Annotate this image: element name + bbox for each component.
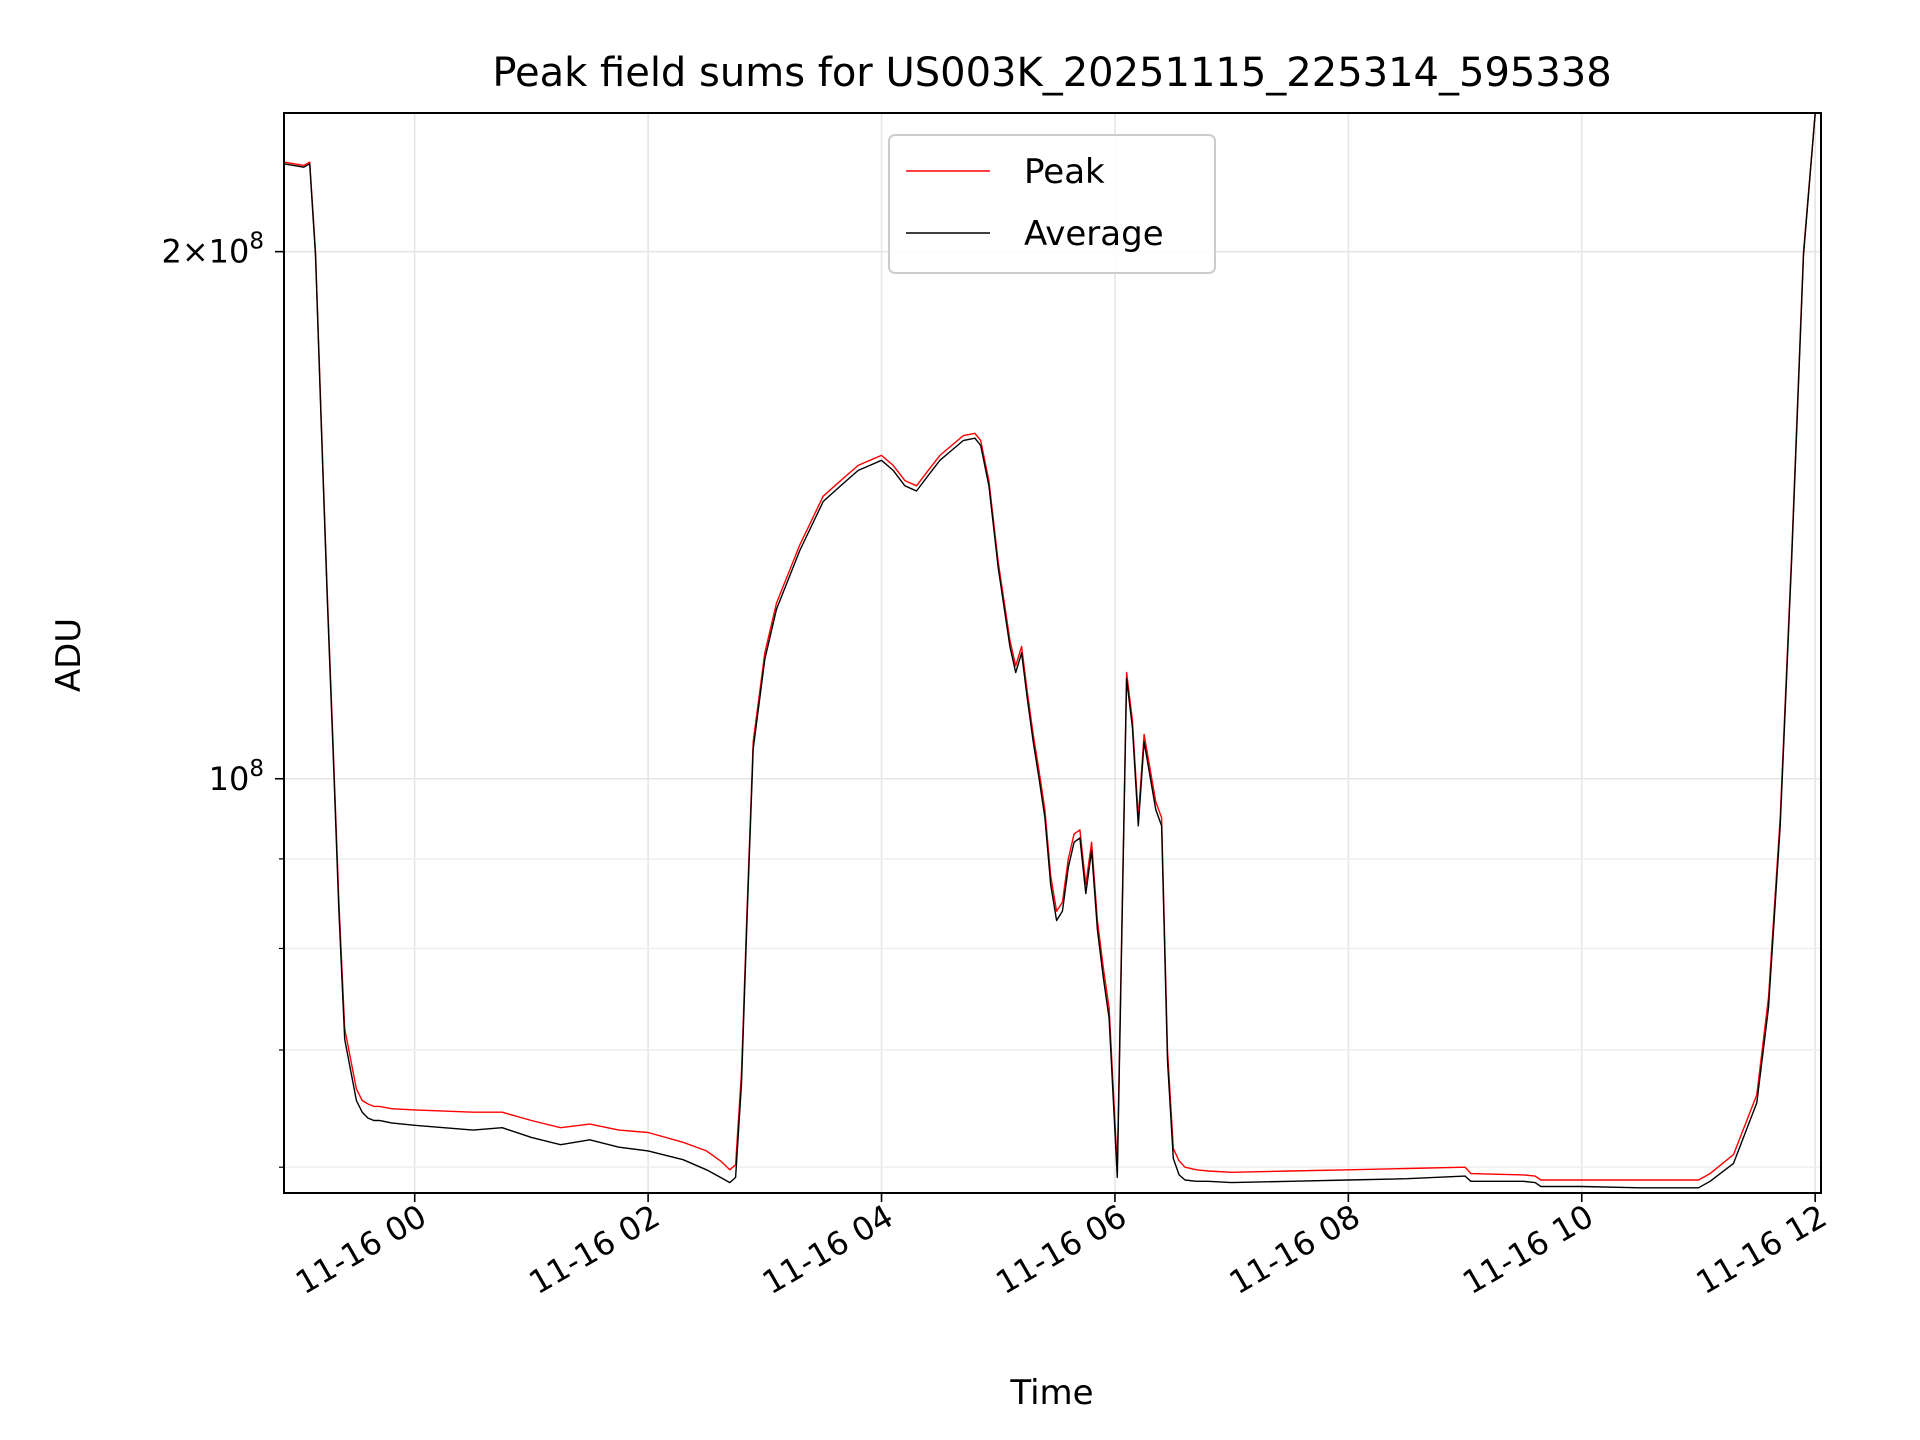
chart-title: Peak field sums for US003K_20251115_2253… xyxy=(492,50,1611,96)
series-line-average xyxy=(283,112,1821,1189)
x-axis-label: Time xyxy=(1009,1373,1093,1413)
y-tick-label: 108 xyxy=(209,756,264,798)
legend-label-peak: Peak xyxy=(1024,152,1105,192)
y-tick-label: 2×108 xyxy=(161,229,264,271)
y-axis-label: ADU xyxy=(49,618,89,692)
legend-label-average: Average xyxy=(1024,214,1164,254)
grid xyxy=(284,113,1821,1193)
series-line-peak xyxy=(283,112,1821,1181)
legend: Peak Average xyxy=(888,134,1216,274)
series-lines xyxy=(283,112,1821,1189)
plot-frame xyxy=(283,112,1822,1194)
y-axis: 108 2×108 xyxy=(161,229,284,1168)
legend-box xyxy=(888,134,1216,274)
